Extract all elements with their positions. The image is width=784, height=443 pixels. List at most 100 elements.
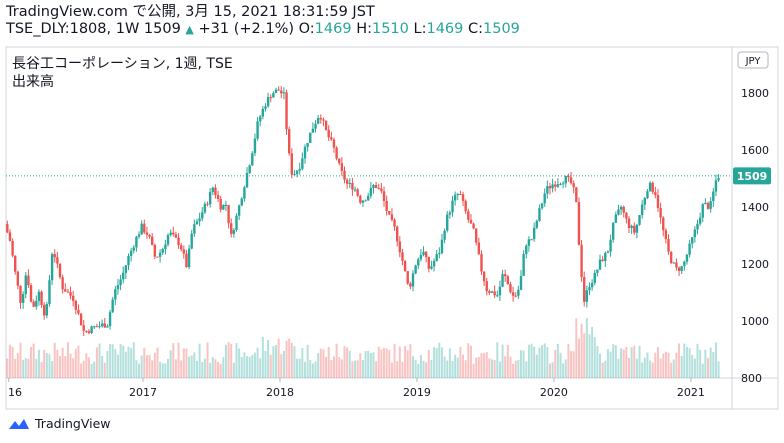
candle-body (153, 244, 157, 257)
volume-bar (74, 348, 77, 378)
candle-body (401, 252, 404, 261)
volume-bar (172, 343, 175, 378)
volume-bar (691, 354, 694, 378)
footer-brand[interactable]: TradingView (35, 416, 111, 431)
volume-bar (359, 353, 362, 378)
candle-body (535, 220, 539, 228)
candle-body (419, 254, 423, 260)
candle-body (140, 223, 143, 235)
volume-bar (45, 353, 48, 378)
volume-bar (485, 352, 488, 378)
volume-bar (275, 345, 278, 378)
candle-body (564, 175, 567, 184)
candle-body (411, 273, 415, 287)
candle-body (601, 259, 604, 261)
price-chart[interactable]: 800 1000 1200 1400 1600 1800 16 2017 2018 2019 20… (0, 44, 784, 412)
candle-body (630, 225, 633, 229)
volume-bar (459, 346, 462, 378)
time-axis[interactable]: 16 2017 2018 2019 2020 2021 (8, 378, 705, 399)
candle-body (622, 206, 625, 213)
volume-bar (551, 362, 554, 378)
candle-body (222, 204, 225, 210)
volume-bar (6, 358, 9, 378)
candle-body (435, 254, 438, 261)
candle-body (248, 165, 251, 174)
candle-body (82, 325, 85, 331)
candle-body (338, 158, 341, 164)
candle-body (230, 223, 233, 234)
volume-bar (654, 352, 657, 378)
close-value: 1509 (483, 21, 520, 37)
time-tick-label: 2019 (403, 386, 431, 399)
volume-bar (248, 356, 251, 378)
candle-body (42, 304, 46, 316)
price-axis[interactable]: 800 1000 1200 1400 1600 1800 (741, 87, 769, 385)
volume-bar (514, 360, 517, 378)
volume-bar (599, 353, 602, 378)
candle-body (348, 182, 351, 184)
volume-bar (701, 363, 704, 378)
candle-body (546, 186, 549, 194)
candle-body (8, 232, 12, 241)
volume-bar (240, 356, 243, 378)
volume-bar (30, 346, 33, 378)
candle-body (208, 191, 212, 205)
volume-bar (61, 347, 64, 378)
candle-body (56, 257, 59, 264)
candle-body (567, 175, 570, 178)
volume-bar (472, 363, 475, 378)
volume-bar (522, 350, 525, 378)
candle-body (501, 274, 504, 287)
volume-bar (66, 342, 69, 378)
candle-body (432, 260, 436, 267)
candle-body (187, 248, 191, 268)
candle-body (274, 89, 278, 94)
candle-body (330, 137, 333, 140)
volume-bar (509, 356, 512, 378)
candle-body (485, 281, 488, 292)
candle-body (475, 228, 478, 243)
volume-bar (185, 348, 188, 378)
candle-body (6, 224, 9, 233)
currency-badge[interactable]: JPY (737, 51, 769, 69)
volume-bar (161, 363, 164, 378)
volume-bar (538, 347, 541, 378)
candle-body (224, 204, 228, 206)
candle-body (488, 291, 491, 293)
candle-body (35, 300, 38, 307)
volume-bar (364, 351, 367, 378)
volume-bar (580, 323, 583, 378)
candle-body (14, 255, 17, 272)
candle-body (596, 269, 599, 273)
volume-bar (406, 350, 409, 378)
volume-bar (122, 345, 125, 378)
candle-body (598, 259, 602, 270)
candle-body (519, 275, 523, 290)
volume-bar (235, 343, 238, 378)
low-label: L: (413, 21, 427, 37)
open-label: O: (298, 21, 315, 37)
candle-body (359, 195, 362, 203)
volume-bar (427, 349, 430, 378)
volume-bar (483, 353, 486, 378)
candle-body (203, 203, 207, 213)
volume-bar (628, 358, 631, 378)
candle-body (179, 245, 183, 250)
candle-body (37, 291, 41, 301)
candle-body (353, 189, 357, 191)
candle-body (551, 184, 554, 189)
volume-bar (217, 361, 220, 378)
volume-bar (256, 347, 259, 378)
volume-bar (111, 344, 114, 378)
candle-body (272, 93, 275, 98)
candle-body (367, 195, 370, 201)
volume-bar (535, 354, 538, 378)
volume-bar (564, 359, 567, 378)
volume-bar (24, 357, 27, 378)
candle-body (643, 198, 647, 205)
candle-body (635, 224, 639, 233)
time-tick-label: 2021 (677, 386, 705, 399)
candle-body (464, 200, 467, 212)
candle-body (303, 146, 307, 159)
candle-body (680, 266, 683, 272)
